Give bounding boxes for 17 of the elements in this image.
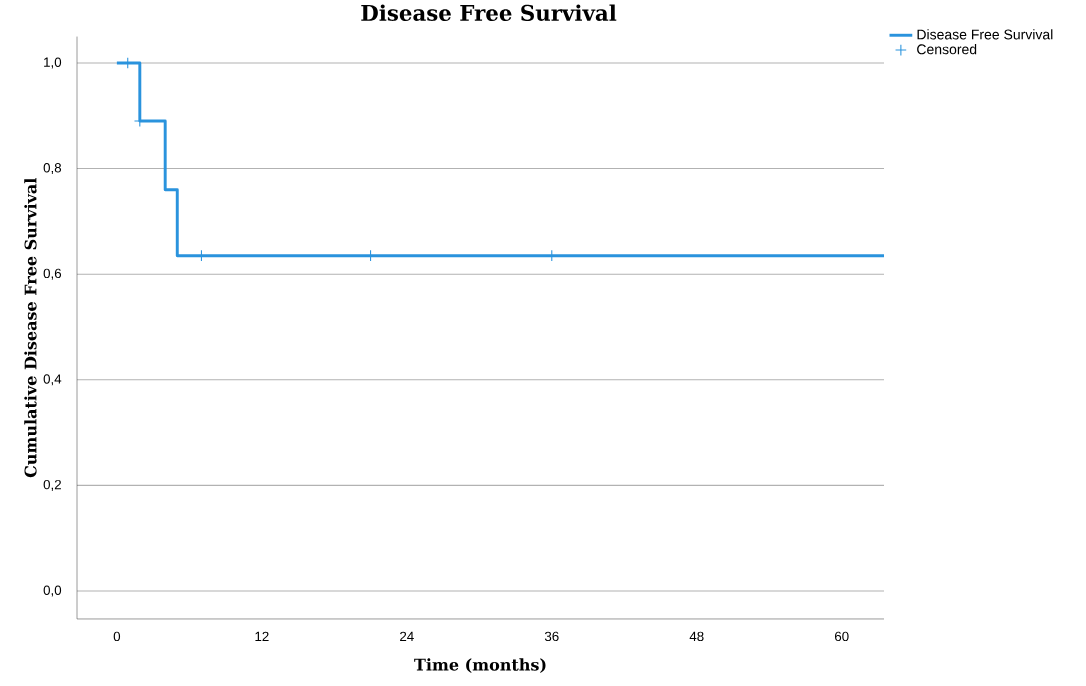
x-tick-label: 24 xyxy=(400,631,414,641)
y-tick-label: 0,8 xyxy=(43,163,62,175)
y-tick-label: 0,4 xyxy=(43,374,62,386)
x-tick-label: 60 xyxy=(834,631,849,642)
y-tick-label: 0,0 xyxy=(43,585,62,597)
chart-title: Disease Free Survival xyxy=(361,4,617,21)
x-tick-label: 0 xyxy=(113,631,121,642)
x-tick-label: 12 xyxy=(255,631,269,641)
y-tick-label: 0,2 xyxy=(43,479,61,491)
x-tick-label: 36 xyxy=(544,631,559,642)
legend-label: Censored xyxy=(917,44,977,55)
x-tick-label: 48 xyxy=(689,631,704,642)
x-axis-title: Time (months) xyxy=(414,658,546,673)
y-axis-title: Cumulative Disease Free Survival xyxy=(24,178,37,478)
legend-label: Disease Free Survival xyxy=(917,29,1053,40)
y-tick-label: 1,0 xyxy=(44,57,62,69)
y-tick-label: 0,6 xyxy=(43,268,62,280)
